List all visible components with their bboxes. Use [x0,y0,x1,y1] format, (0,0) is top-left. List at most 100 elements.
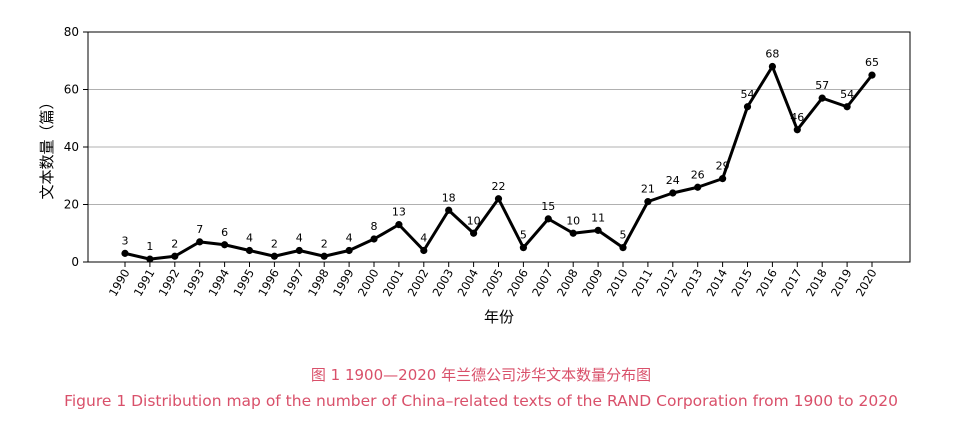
y-tick-label: 80 [64,25,79,39]
data-point [494,195,503,203]
data-label: 65 [865,56,879,69]
data-point [818,94,826,102]
x-tick-label: 2012 [654,267,681,299]
x-tick-label: 2002 [405,267,432,299]
data-label: 7 [196,223,203,236]
x-tick-label: 2009 [579,267,606,299]
x-tick-label: 2006 [504,267,531,299]
data-point [395,221,403,229]
data-point [445,206,453,214]
data-label: 2 [171,237,178,250]
data-point [345,246,353,255]
x-tick-label: 2007 [529,267,556,299]
data-label: 11 [591,211,605,224]
data-point [470,229,478,237]
x-tick-label: 2003 [430,267,457,299]
data-label: 13 [392,206,406,219]
x-tick-label: 1996 [255,267,282,299]
data-point [221,241,229,249]
data-point [743,103,752,111]
data-point [793,126,801,134]
data-point [669,189,677,197]
data-point [868,71,876,79]
data-point [196,238,204,246]
data-label: 10 [467,214,481,227]
data-point [594,226,602,234]
x-tick-label: 1995 [230,267,257,299]
x-tick-label: 1993 [181,267,208,299]
line-chart: 0204060801990199119921993199419951996199… [38,25,911,326]
x-tick-label: 1999 [330,267,357,299]
x-tick-label: 1998 [305,267,332,299]
x-tick-label: 1994 [205,267,232,299]
data-label: 4 [420,232,427,245]
x-tick-label: 2016 [753,267,780,299]
data-point [320,252,328,260]
data-point [768,62,777,71]
data-label: 5 [620,229,627,242]
data-point [694,183,702,191]
x-tick-label: 2011 [629,267,656,299]
data-point [295,246,303,255]
data-label: 54 [741,88,755,101]
data-label: 1 [146,240,153,253]
x-tick-label: 2010 [604,267,631,299]
data-point [619,244,627,252]
data-label: 3 [122,234,129,247]
data-label: 6 [221,226,228,239]
x-tick-label: 2000 [355,267,382,299]
data-point [644,198,652,206]
figure-caption-english: Figure 1 Distribution map of the number … [64,392,898,410]
x-tick-label: 2014 [703,267,730,299]
data-label: 26 [691,168,705,181]
data-label: 4 [346,232,353,245]
data-point [544,215,552,223]
data-point [171,252,179,260]
data-label: 10 [566,214,580,227]
data-label: 8 [371,220,378,233]
x-tick-label: 2019 [828,267,855,299]
data-label: 54 [840,88,854,101]
data-label: 57 [815,79,829,92]
data-label: 24 [666,174,680,187]
x-tick-label: 1992 [156,267,183,299]
data-point [843,103,851,111]
y-tick-label: 60 [64,83,79,97]
x-tick-label: 1991 [131,267,158,299]
data-point [270,252,278,260]
y-tick-label: 20 [64,198,79,212]
figure-caption-chinese: 图 1 1900—2020 年兰德公司涉华文本数量分布图 [310,366,652,384]
data-point [245,246,254,255]
x-tick-label: 2018 [803,267,830,299]
x-tick-label: 2015 [728,267,755,299]
data-label: 15 [541,200,555,213]
x-tick-label: 2020 [853,267,880,299]
data-point [146,255,154,263]
data-point [121,249,129,257]
data-point [370,235,378,243]
y-tick-label: 0 [71,255,79,269]
series-line [124,65,874,261]
data-point [719,175,727,183]
data-label: 2 [321,237,328,250]
x-tick-label: 2004 [454,267,481,299]
x-tick-label: 2005 [479,267,506,299]
x-tick-label: 2013 [679,267,706,299]
y-tick-label: 40 [64,140,79,154]
data-point [569,229,577,237]
data-label: 46 [790,111,804,124]
x-tick-label: 2008 [554,267,581,299]
data-point [519,244,528,252]
data-label: 18 [442,191,456,204]
data-label: 29 [716,160,730,173]
x-tick-label: 2017 [778,267,805,299]
data-label: 4 [296,232,303,245]
x-tick-label: 1997 [280,267,307,299]
data-point [420,246,428,255]
x-tick-label: 2001 [380,267,407,299]
x-tick-label: 1990 [106,267,133,299]
data-label: 68 [765,48,779,61]
y-axis-title: 文本数量（篇） [38,94,56,199]
data-label: 2 [271,237,278,250]
data-label: 4 [246,232,253,245]
